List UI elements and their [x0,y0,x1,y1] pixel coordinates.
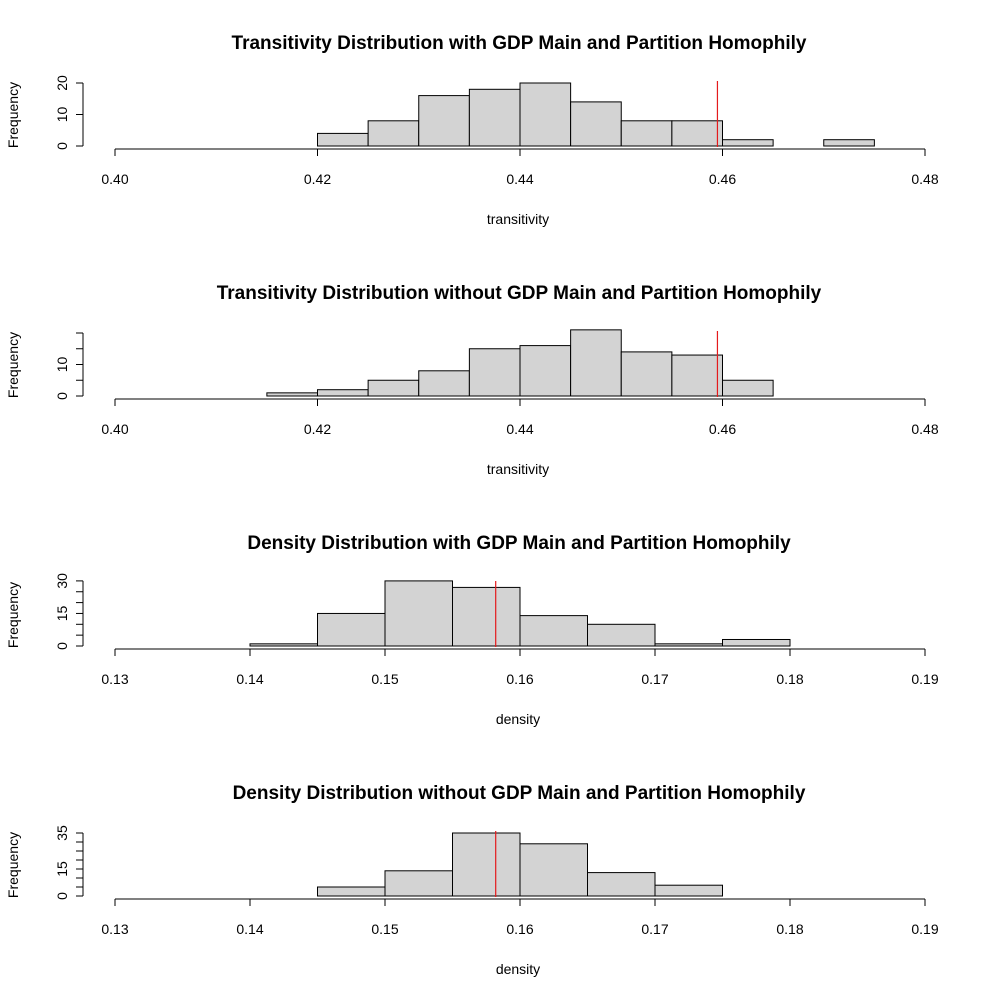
chart-title: Density Distribution without GDP Main an… [233,783,806,804]
y-axis-label: Frequency [5,82,21,148]
bars [317,82,875,147]
y-tick-label: 35 [54,825,70,841]
x-tick-label: 0.17 [641,921,668,937]
histogram-bar [654,884,723,897]
histogram-bar [317,612,386,647]
histogram-bar [418,370,470,397]
x-tick-label: 0.44 [506,171,533,187]
x-axis-label: density [496,711,540,727]
axes: 0.40 0.42 0.44 0.46 0.48 0 10 20 [54,75,939,187]
y-tick-label: 0 [54,392,70,400]
histogram-bar [367,379,420,397]
histogram-bar [570,101,622,147]
histogram-bar [384,870,453,897]
histogram-bar [367,120,420,147]
histogram-bar [587,623,656,647]
x-tick-label: 0.18 [776,921,803,937]
x-tick-label: 0.13 [101,921,128,937]
bars [249,580,791,647]
x-tick-label: 0.44 [506,421,533,437]
histogram-bar [452,832,521,897]
x-tick-label: 0.14 [236,671,263,687]
histogram-bar [519,843,588,897]
y-tick-label: 0 [54,892,70,900]
x-tick-label: 0.18 [776,671,803,687]
y-tick-label: 15 [54,861,70,877]
x-axis-label: transitivity [487,211,549,227]
histogram-bar [519,615,588,647]
x-tick-label: 0.40 [101,421,128,437]
bars [266,329,774,397]
histogram-bar [519,82,572,147]
y-tick-label: 30 [54,573,70,589]
histogram-bar [671,354,723,397]
y-axis-label: Frequency [5,582,21,648]
x-tick-label: 0.16 [506,921,533,937]
histogram-bar [317,132,369,147]
axes: 0.13 0.14 0.15 0.16 0.17 0.18 0.19 0 15 35 [54,825,939,937]
x-tick-label: 0.17 [641,671,668,687]
y-tick-label: 0 [54,142,70,150]
chart-title: Density Distribution with GDP Main and P… [247,533,791,554]
histogram-bar [468,348,521,397]
histogram-bar [722,139,774,147]
y-axis-label: Frequency [5,332,21,398]
chart-title: Transitivity Distribution without GDP Ma… [217,283,822,304]
x-tick-label: 0.48 [911,421,938,437]
x-tick-label: 0.13 [101,671,128,687]
x-tick-label: 0.40 [101,171,128,187]
histogram-bar [519,345,572,397]
x-tick-label: 0.15 [371,671,398,687]
histogram-bar [722,638,791,647]
axes: 0.40 0.42 0.44 0.46 0.48 0 10 [54,332,939,437]
x-tick-label: 0.16 [506,671,533,687]
panel-density-without: Density Distribution without GDP Main an… [5,783,939,977]
y-axis-label: Frequency [5,832,21,898]
histogram-bar [468,88,521,147]
histogram-bar [587,872,656,897]
x-axis-label: transitivity [487,461,549,477]
y-tick-label: 10 [54,357,70,373]
chart-title: Transitivity Distribution with GDP Main … [232,33,807,54]
histogram-bar [384,580,453,647]
histogram-bar [654,643,723,647]
x-tick-label: 0.14 [236,921,263,937]
x-tick-label: 0.48 [911,171,938,187]
panel-density-with: Density Distribution with GDP Main and P… [5,533,939,727]
bars [317,832,723,897]
y-tick-label: 20 [54,75,70,91]
x-tick-label: 0.42 [304,421,331,437]
histogram-bar [823,139,875,147]
histogram-bar [418,95,470,147]
histogram-bar [620,120,673,147]
histogram-bar [266,392,318,397]
x-tick-label: 0.46 [709,421,736,437]
x-tick-label: 0.15 [371,921,398,937]
histogram-bar [317,389,369,397]
y-tick-label: 15 [54,605,70,621]
histogram-bar [317,886,386,897]
histogram-bar [671,120,723,147]
x-tick-label: 0.19 [911,671,938,687]
histogram-bar [249,643,318,647]
x-axis-label: density [496,961,540,977]
panel-transitivity-without: Transitivity Distribution without GDP Ma… [5,283,939,477]
y-tick-label: 0 [54,642,70,650]
x-tick-label: 0.46 [709,171,736,187]
x-tick-label: 0.19 [911,921,938,937]
histogram-bar [620,351,673,397]
panel-transitivity-with: Transitivity Distribution with GDP Main … [5,33,939,227]
axes: 0.13 0.14 0.15 0.16 0.17 0.18 0.19 0 15 30 [54,573,939,687]
y-tick-label: 10 [54,107,70,123]
x-tick-label: 0.42 [304,171,331,187]
histogram-bar [722,379,774,397]
histogram-bar [452,586,521,647]
histogram-bar [570,329,622,397]
